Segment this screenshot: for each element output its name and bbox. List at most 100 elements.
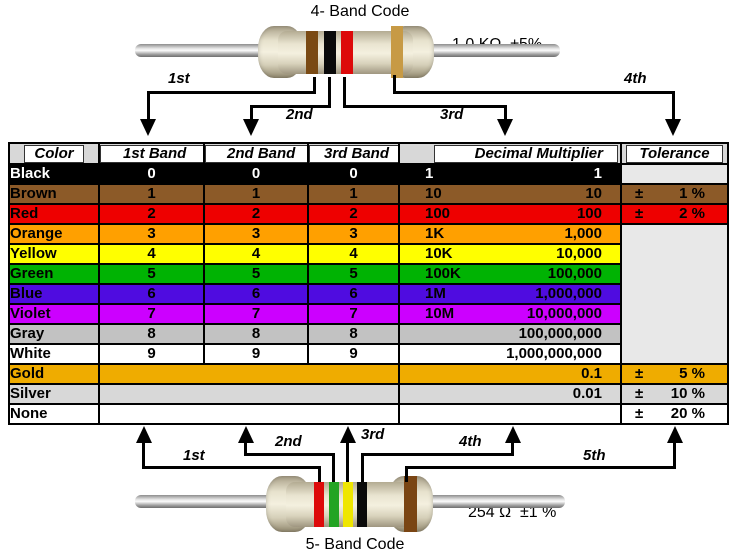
- multiplier-cell: 10 10: [398, 183, 622, 205]
- band1-digit: 6: [98, 283, 205, 305]
- arrow-line: [504, 105, 507, 121]
- arrow-line: [142, 466, 321, 469]
- arrow-line: [328, 77, 331, 108]
- band1-digit: 3: [98, 223, 205, 245]
- header-2nd-band: 2nd Band: [203, 142, 309, 165]
- band3-digit: 0: [307, 163, 400, 185]
- color-name: Yellow: [8, 243, 100, 265]
- arrow-label-2nd: 2nd: [275, 433, 302, 450]
- arrow-label-5th: 5th: [583, 447, 606, 464]
- band1-digit: 9: [98, 343, 205, 365]
- arrow-line: [343, 105, 507, 108]
- color-name: Gray: [8, 323, 100, 345]
- arrow-line: [318, 466, 321, 482]
- arrowhead-down-icon: [497, 119, 513, 136]
- band1-digit: 4: [98, 243, 205, 265]
- arrow-label-3rd: 3rd: [361, 426, 385, 443]
- band2-digit: 6: [203, 283, 309, 305]
- arrow-line: [672, 91, 675, 121]
- arrow-line: [511, 441, 514, 456]
- color-name: Silver: [8, 383, 100, 405]
- header-3rd-band: 3rd Band: [307, 142, 400, 165]
- tolerance-cell: ±1 %: [620, 183, 729, 205]
- band2-digit: 7: [203, 303, 309, 325]
- color-name: Orange: [8, 223, 100, 245]
- band1-digit: 7: [98, 303, 205, 325]
- band-brown: [306, 31, 318, 74]
- band2-digit: 0: [203, 163, 309, 185]
- arrow-line: [346, 441, 349, 482]
- bands-merged-empty: [98, 383, 400, 405]
- band-green: [329, 482, 339, 527]
- band2-digit: 9: [203, 343, 309, 365]
- color-name: Red: [8, 203, 100, 225]
- table-row-brown: Brown 1 1 1 10 10 ±1 %: [8, 183, 729, 205]
- tolerance-merged-empty: [620, 223, 729, 365]
- bands-merged-empty: [98, 363, 400, 385]
- color-name: Brown: [8, 183, 100, 205]
- header-tolerance: Tolerance: [620, 142, 729, 165]
- color-name: Blue: [8, 283, 100, 305]
- band-black: [324, 31, 336, 74]
- band2-digit: 2: [203, 203, 309, 225]
- table-row-silver: Silver 0.01 ±10 %: [8, 383, 729, 405]
- table-row-gray: Gray 8 8 8 100,000,000: [8, 323, 728, 345]
- band2-digit: 1: [203, 183, 309, 205]
- multiplier-cell: [398, 403, 622, 425]
- arrow-line: [313, 77, 316, 94]
- arrowhead-up-icon: [340, 426, 356, 443]
- arrowhead-up-icon: [667, 426, 683, 443]
- multiplier-cell: 0.1: [398, 363, 622, 385]
- band3-digit: 3: [307, 223, 400, 245]
- table-header-row: Color 1st Band 2nd Band 3rd Band Decimal…: [8, 142, 729, 165]
- arrow-line: [244, 441, 247, 456]
- band1-digit: 0: [98, 163, 205, 185]
- header-decimal-multiplier: Decimal Multiplier: [398, 142, 622, 165]
- color-name: Black: [8, 163, 100, 185]
- band1-digit: 5: [98, 263, 205, 285]
- band3-digit: 1: [307, 183, 400, 205]
- arrow-line: [361, 453, 514, 456]
- band-yellow: [343, 482, 353, 527]
- arrow-label-1st: 1st: [183, 447, 205, 464]
- multiplier-cell: 100 100: [398, 203, 622, 225]
- table-row-blue: Blue 6 6 6 1M 1,000,000: [8, 283, 728, 305]
- arrow-label-3rd: 3rd: [440, 106, 464, 123]
- multiplier-cell: 100,000,000: [398, 323, 622, 345]
- tolerance-cell: ±5 %: [620, 363, 729, 385]
- table-row-red: Red 2 2 2 100 100 ±2 %: [8, 203, 729, 225]
- five-band-value-label: 254 Ω ±1 %: [468, 504, 557, 521]
- arrow-line: [393, 91, 675, 94]
- tolerance-cell: ±10 %: [620, 383, 729, 405]
- arrow-label-1st: 1st: [168, 70, 190, 87]
- band3-digit: 2: [307, 203, 400, 225]
- color-name: Violet: [8, 303, 100, 325]
- tolerance-cell: ±20 %: [620, 403, 729, 425]
- tolerance-cell: ±2 %: [620, 203, 729, 225]
- band3-digit: 5: [307, 263, 400, 285]
- table-row-white: White 9 9 9 1,000,000,000: [8, 343, 728, 365]
- arrow-line: [405, 466, 676, 469]
- band2-digit: 5: [203, 263, 309, 285]
- arrow-line: [673, 441, 676, 469]
- multiplier-cell: 10K 10,000: [398, 243, 622, 265]
- arrow-line: [393, 75, 396, 94]
- header-color: Color: [8, 142, 100, 165]
- arrow-line: [244, 453, 335, 456]
- band1-digit: 8: [98, 323, 205, 345]
- arrow-line: [147, 91, 150, 120]
- band1-digit: 1: [98, 183, 205, 205]
- arrow-line: [343, 77, 346, 108]
- band-red: [314, 482, 324, 527]
- band3-digit: 7: [307, 303, 400, 325]
- arrow-line: [405, 466, 408, 482]
- bands-merged-empty: [98, 403, 400, 425]
- arrow-label-4th: 4th: [624, 70, 647, 87]
- arrowhead-down-icon: [140, 119, 156, 136]
- color-name: White: [8, 343, 100, 365]
- band-black: [357, 482, 367, 527]
- arrowhead-down-icon: [665, 119, 681, 136]
